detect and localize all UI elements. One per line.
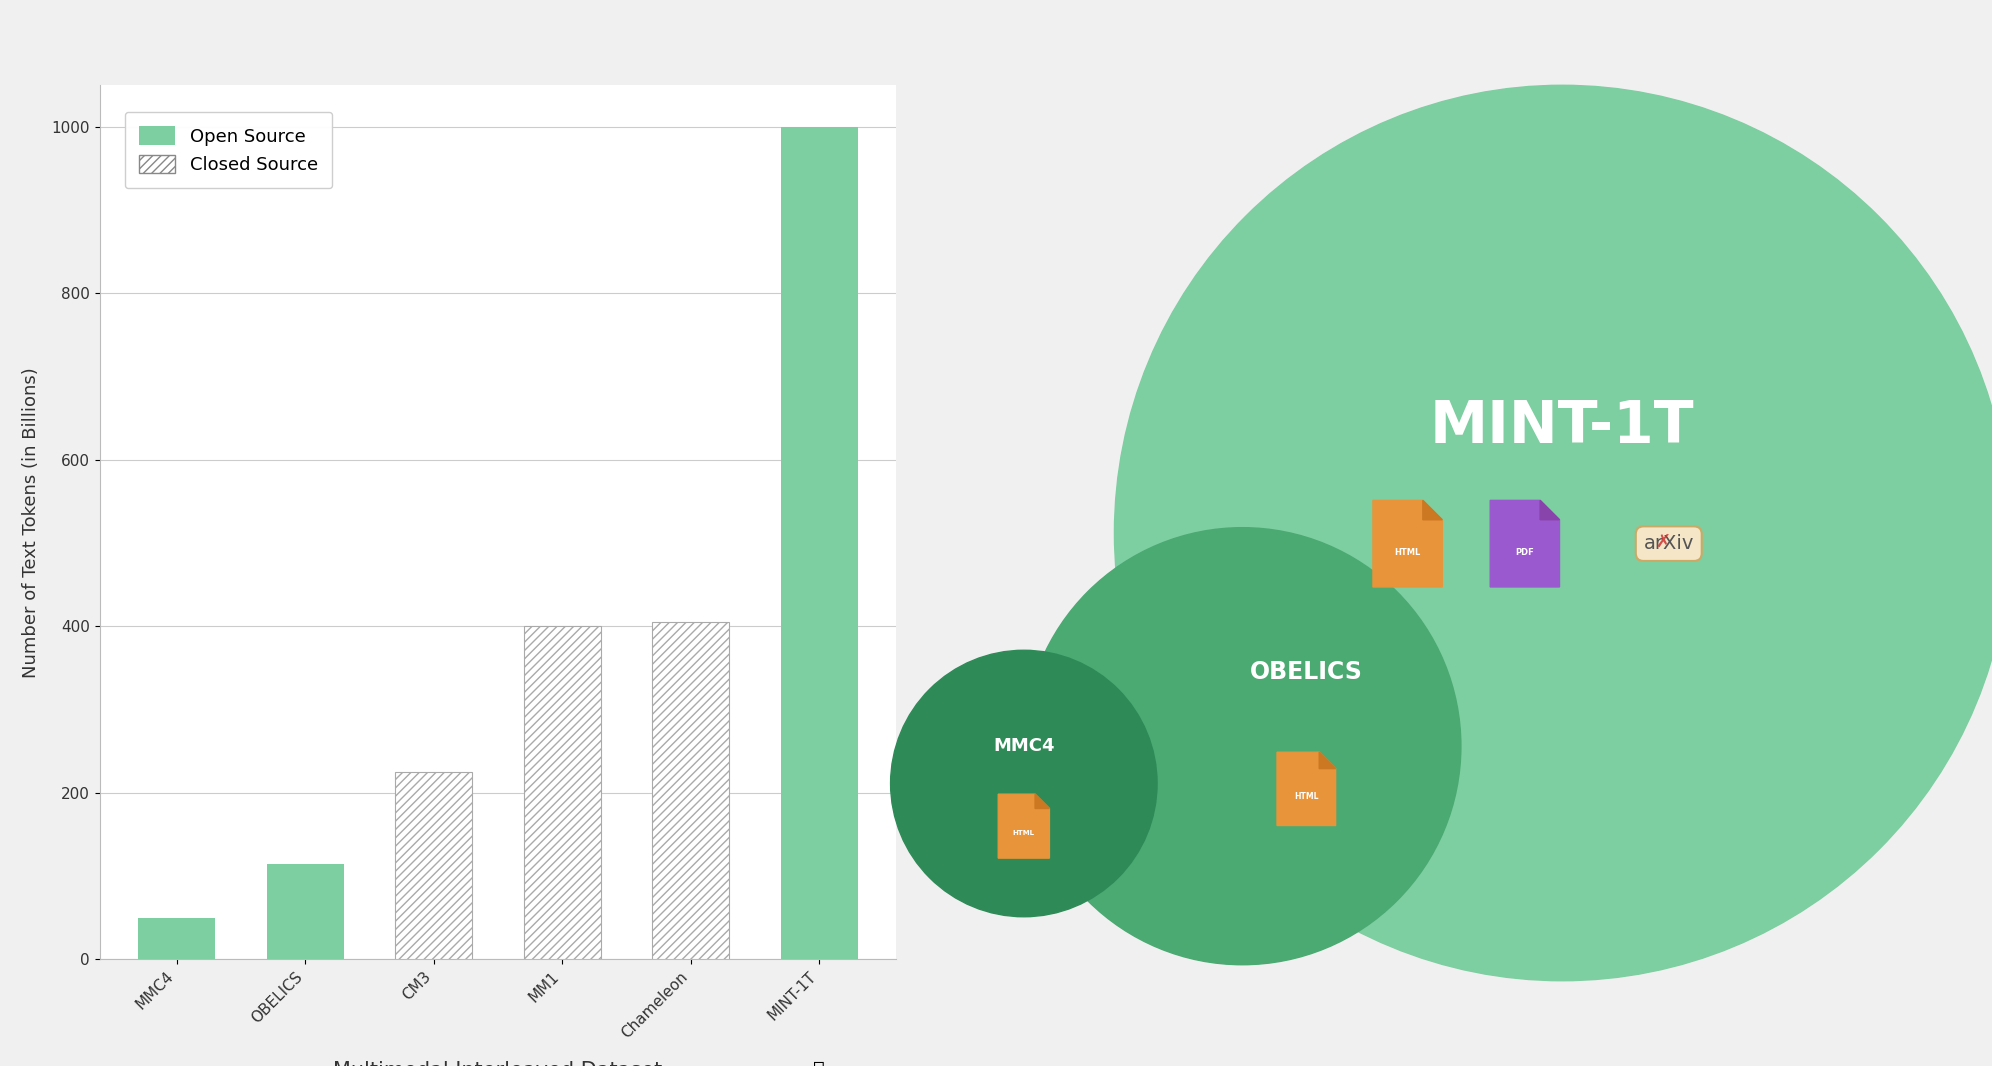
Bar	[137, 918, 215, 959]
Text: ✗: ✗	[1655, 533, 1671, 550]
Polygon shape	[998, 794, 1050, 858]
Text: arXiv: arXiv	[1643, 534, 1693, 553]
Polygon shape	[1422, 500, 1442, 520]
Bar	[651, 623, 729, 959]
Text: HTML: HTML	[1012, 829, 1034, 836]
Text: HTML: HTML	[1394, 548, 1420, 556]
Circle shape	[890, 650, 1157, 917]
Polygon shape	[1372, 500, 1442, 587]
Text: PDF: PDF	[1516, 548, 1534, 556]
Text: MINT-1T: MINT-1T	[1430, 398, 1695, 455]
Bar	[781, 127, 859, 959]
Legend: Open Source, Closed Source: Open Source, Closed Source	[125, 112, 333, 189]
Circle shape	[1114, 85, 1992, 981]
X-axis label: Multimodal Interleaved Dataset: Multimodal Interleaved Dataset	[333, 1061, 663, 1066]
Text: 🌿: 🌿	[813, 1060, 825, 1066]
Y-axis label: Number of Text Tokens (in Billions): Number of Text Tokens (in Billions)	[22, 367, 40, 678]
Bar	[524, 627, 602, 959]
Polygon shape	[1490, 500, 1560, 587]
Polygon shape	[1277, 753, 1335, 825]
Text: MMC4: MMC4	[994, 738, 1054, 755]
Bar	[394, 772, 472, 959]
Polygon shape	[1319, 753, 1335, 769]
Text: HTML: HTML	[1295, 792, 1319, 801]
Polygon shape	[1036, 794, 1050, 808]
Polygon shape	[1540, 500, 1560, 520]
Bar	[267, 863, 345, 959]
Circle shape	[1024, 528, 1460, 965]
Text: OBELICS: OBELICS	[1249, 660, 1363, 683]
